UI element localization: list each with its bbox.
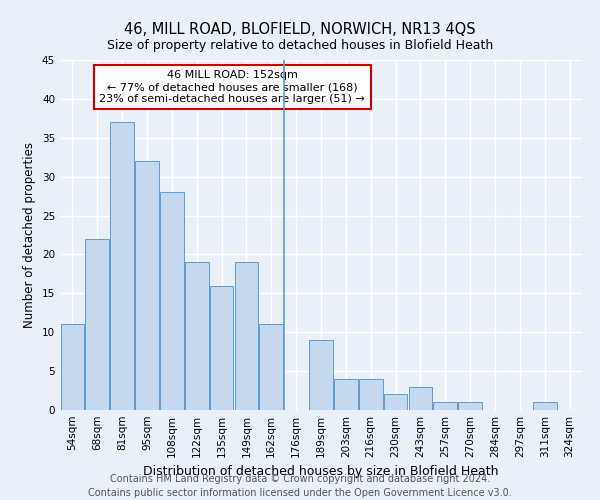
Bar [185,262,209,410]
Bar [110,122,134,410]
Text: 46 MILL ROAD: 152sqm
← 77% of detached houses are smaller (168)
23% of semi-deta: 46 MILL ROAD: 152sqm ← 77% of detached h… [100,70,365,104]
Bar [61,324,84,410]
X-axis label: Distribution of detached houses by size in Blofield Heath: Distribution of detached houses by size … [143,466,499,478]
Bar [160,192,184,410]
Text: Size of property relative to detached houses in Blofield Heath: Size of property relative to detached ho… [107,39,493,52]
Bar [235,262,258,410]
Bar [309,340,333,410]
Bar [433,402,457,410]
Text: Contains HM Land Registry data © Crown copyright and database right 2024.
Contai: Contains HM Land Registry data © Crown c… [88,474,512,498]
Bar [135,161,159,410]
Bar [384,394,407,410]
Bar [259,324,283,410]
Bar [210,286,233,410]
Y-axis label: Number of detached properties: Number of detached properties [23,142,37,328]
Bar [533,402,557,410]
Bar [334,379,358,410]
Bar [458,402,482,410]
Bar [85,239,109,410]
Text: 46, MILL ROAD, BLOFIELD, NORWICH, NR13 4QS: 46, MILL ROAD, BLOFIELD, NORWICH, NR13 4… [124,22,476,38]
Bar [359,379,383,410]
Bar [409,386,432,410]
